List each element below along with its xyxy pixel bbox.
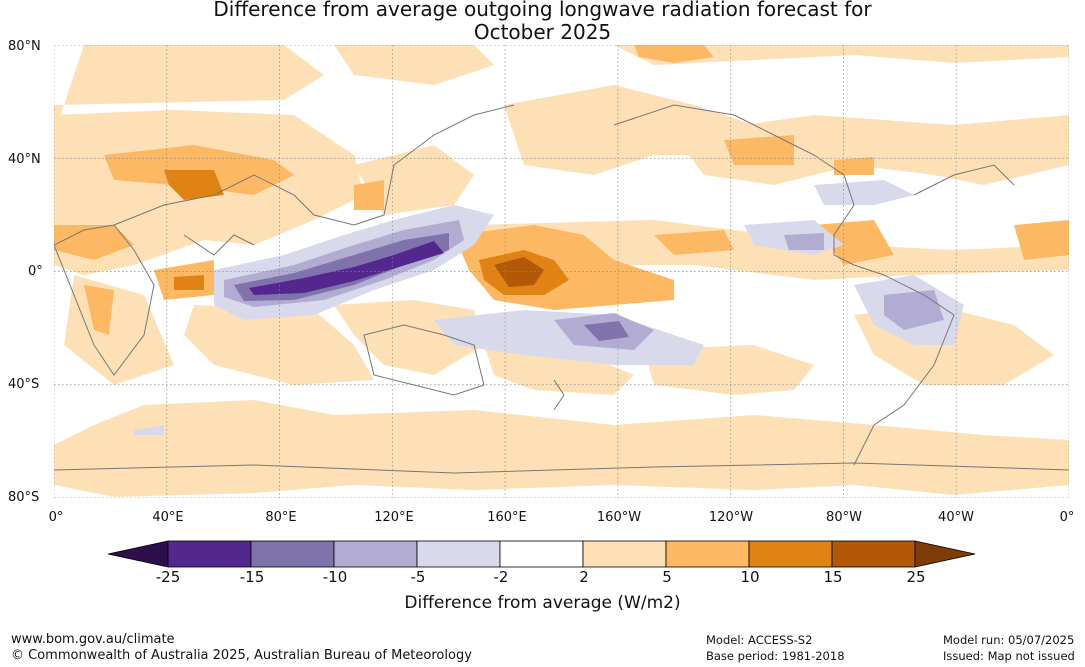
coastlines	[54, 104, 1069, 474]
colorbar-tick-label: -25	[155, 568, 181, 586]
colorbar-segment	[582, 540, 667, 568]
colorbar-segment	[748, 540, 833, 568]
lon-label-40w: 40°W	[938, 510, 974, 525]
colorbar-tick-label: -10	[322, 568, 348, 586]
colorbar-tick-label: 2	[579, 568, 589, 586]
map-canvas	[54, 45, 1069, 498]
colorbar-segment	[250, 540, 335, 568]
anomaly-15-to-25-regions	[494, 257, 544, 287]
anomaly-neg25-to-neg15-regions	[249, 241, 444, 295]
olr-anomaly-map	[54, 45, 1069, 498]
colorbar-segment	[665, 540, 750, 568]
colorbar-extension-high	[914, 540, 976, 568]
lat-label-80n: 80°N	[8, 39, 41, 54]
graticule	[54, 45, 1069, 498]
colorbar-segment	[333, 540, 418, 568]
footer-url[interactable]: www.bom.gov.au/climate	[11, 632, 175, 647]
footer-base-period: Base period: 1981-2018	[706, 649, 845, 663]
footer-model: Model: ACCESS-S2	[706, 633, 813, 647]
lat-label-40n: 40°N	[8, 152, 41, 167]
colorbar-tick-label: 10	[740, 568, 760, 586]
colorbar-segment	[831, 540, 916, 568]
colorbar	[107, 540, 978, 568]
colorbar-graphic	[107, 540, 976, 568]
colorbar-tick-label: 25	[906, 568, 926, 586]
colorbar-extension-low	[107, 540, 169, 568]
colorbar-segment	[167, 540, 252, 568]
colorbar-tick-label: 15	[823, 568, 843, 586]
colorbar-tick-label: -5	[410, 568, 426, 586]
colorbar-tick-label: -15	[239, 568, 265, 586]
colorbar-segment	[499, 540, 584, 568]
colorbar-tick-label: -2	[493, 568, 509, 586]
footer-copyright: © Commonwealth of Australia 2025, Austra…	[11, 648, 472, 663]
lat-label-80s: 80°S	[8, 490, 40, 505]
lon-label-120w: 120°W	[708, 510, 754, 525]
lon-label-160e: 160°E	[487, 510, 527, 525]
colorbar-tick-label: 5	[662, 568, 672, 586]
lon-label-40e: 40°E	[152, 510, 184, 525]
lon-label-80w: 80°W	[826, 510, 862, 525]
lat-label-equator: 0°	[28, 264, 43, 279]
lon-label-120e: 120°E	[374, 510, 414, 525]
lat-label-40s: 40°S	[8, 377, 40, 392]
lon-label-80e: 80°E	[265, 510, 297, 525]
map-title-line-1: Difference from average outgoing longwav…	[213, 0, 872, 21]
colorbar-title: Difference from average (W/m2)	[404, 593, 681, 613]
footer-model-run: Model run: 05/07/2025	[943, 633, 1075, 647]
map-title: Difference from average outgoing longwav…	[0, 0, 1085, 44]
lon-label-0-right: 0°	[1059, 510, 1075, 525]
footer-issued: Issued: Map not issued	[943, 649, 1075, 663]
colorbar-segment	[416, 540, 501, 568]
map-title-line-2: October 2025	[473, 20, 612, 44]
lon-label-0-left: 0°	[48, 510, 64, 525]
lon-label-160w: 160°W	[596, 510, 642, 525]
